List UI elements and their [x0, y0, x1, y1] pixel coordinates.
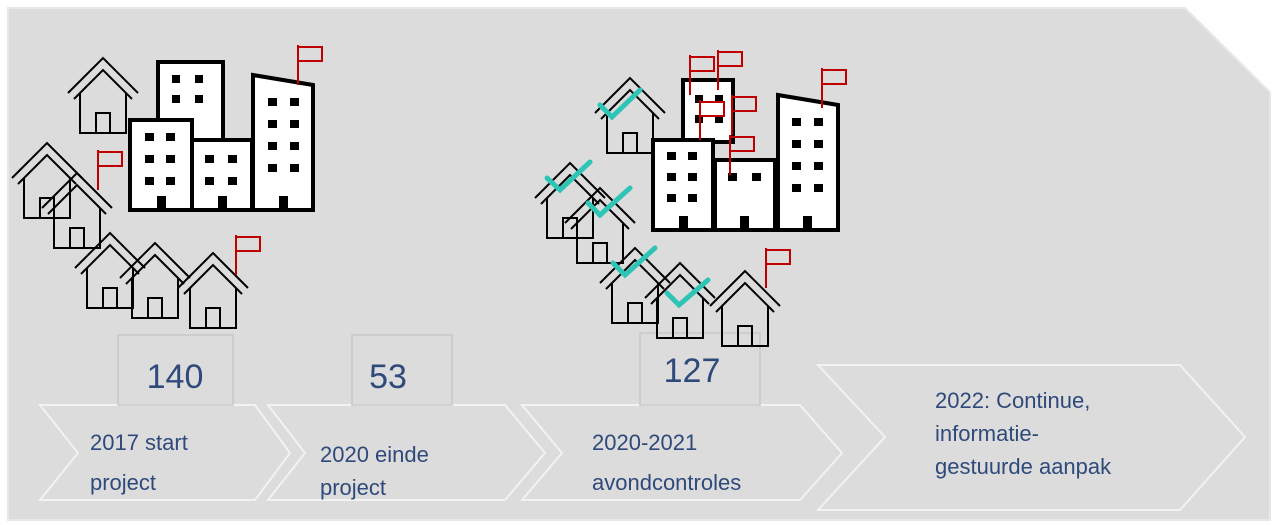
label-line: 2020-2021 [592, 430, 697, 455]
count: 53 [369, 358, 407, 396]
label-line: 2020 einde [320, 442, 429, 467]
count: 127 [664, 352, 721, 390]
page: {"steps": [ {"count": "140", "lines": ["… [0, 0, 1277, 525]
label-line: informatie- [935, 421, 1039, 446]
count: 140 [147, 358, 204, 396]
label-line: project [90, 470, 156, 495]
label-line: 2017 start [90, 430, 188, 455]
label-line: avondcontroles [592, 470, 741, 495]
label-line: project [320, 475, 386, 500]
label-line: 2022: Continue, [935, 388, 1090, 413]
diagram: 140 53 127 2017 start project 2020 einde… [0, 0, 1277, 525]
label-line: gestuurde aanpak [935, 454, 1112, 479]
